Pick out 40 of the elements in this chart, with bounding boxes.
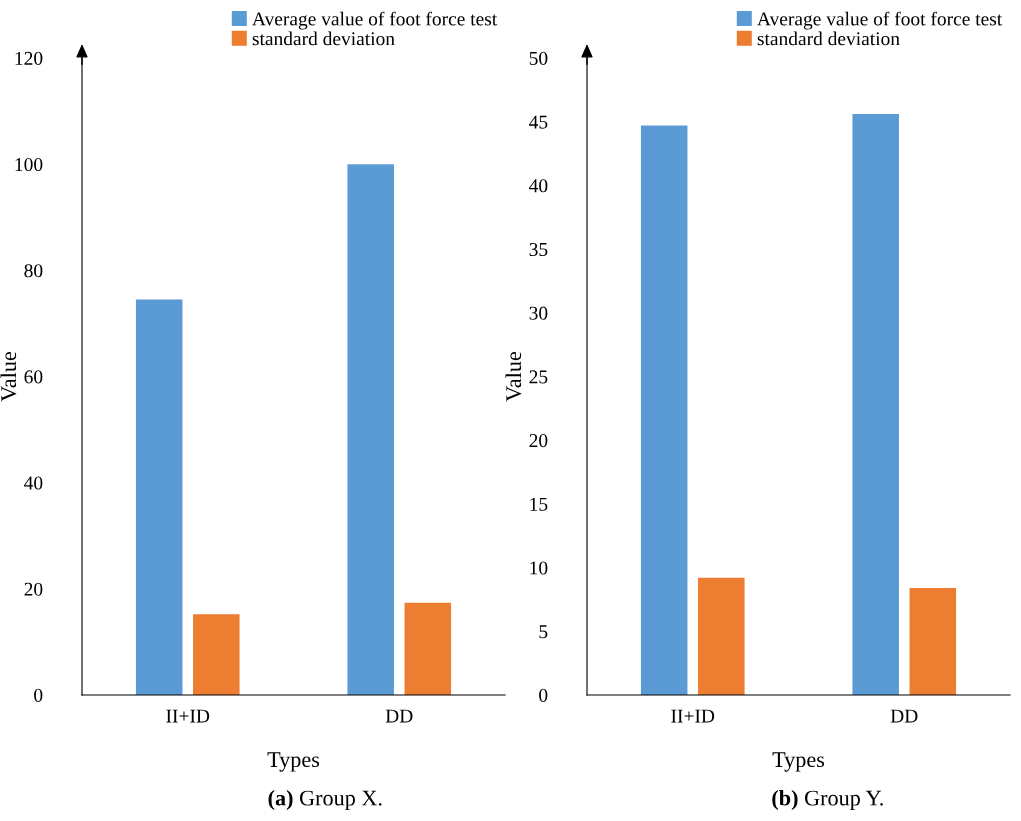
legend-label: Average value of foot force test <box>252 11 498 30</box>
text: (a) Group X. <box>268 789 382 811</box>
bar <box>640 125 688 695</box>
bar <box>347 164 394 695</box>
y-tick-label: 5 <box>539 625 548 639</box>
x-axis-title: Types <box>772 752 825 772</box>
y-axis-title: Value <box>505 351 522 402</box>
legend-label: standard deviation <box>252 31 395 46</box>
bar <box>852 114 899 695</box>
y-tick-label: 45 <box>529 115 548 129</box>
x-tick-label: II+ID <box>166 709 210 723</box>
y-tick-label: 15 <box>530 497 548 511</box>
y-tick-label: 20 <box>24 582 43 596</box>
x-tick-label: DD <box>890 709 918 723</box>
y-axis-title: Value <box>0 351 17 402</box>
y-tick-label: 20 <box>529 434 548 448</box>
y-tick-label: 60 <box>24 370 43 384</box>
y-tick-label: 10 <box>530 561 548 575</box>
legend-label: standard deviation <box>757 31 900 46</box>
legend-label: Average value of foot force test <box>757 11 1003 30</box>
y-tick-label: 0 <box>539 688 548 702</box>
x-tick-label: II+ID <box>671 709 715 723</box>
bar <box>193 614 240 695</box>
y-tick-label: 80 <box>24 264 43 278</box>
y-tick-label: 40 <box>529 179 548 193</box>
x-axis-title: Types <box>267 752 320 772</box>
bar <box>135 299 183 695</box>
bar <box>909 587 957 695</box>
y-tick-label: 50 <box>529 51 548 65</box>
text: (b) Group Y. <box>772 789 883 811</box>
x-tick-label: DD <box>385 709 413 723</box>
y-tick-label: 35 <box>529 242 548 257</box>
y-tick-label: 100 <box>15 157 43 172</box>
y-tick-label: 120 <box>15 51 43 65</box>
y-tick-label: 25 <box>529 370 548 384</box>
y-tick-label: 40 <box>24 476 43 490</box>
bar <box>404 602 452 695</box>
y-tick-label: 30 <box>529 306 548 320</box>
bar <box>698 577 745 695</box>
y-tick-label: 0 <box>34 688 43 702</box>
